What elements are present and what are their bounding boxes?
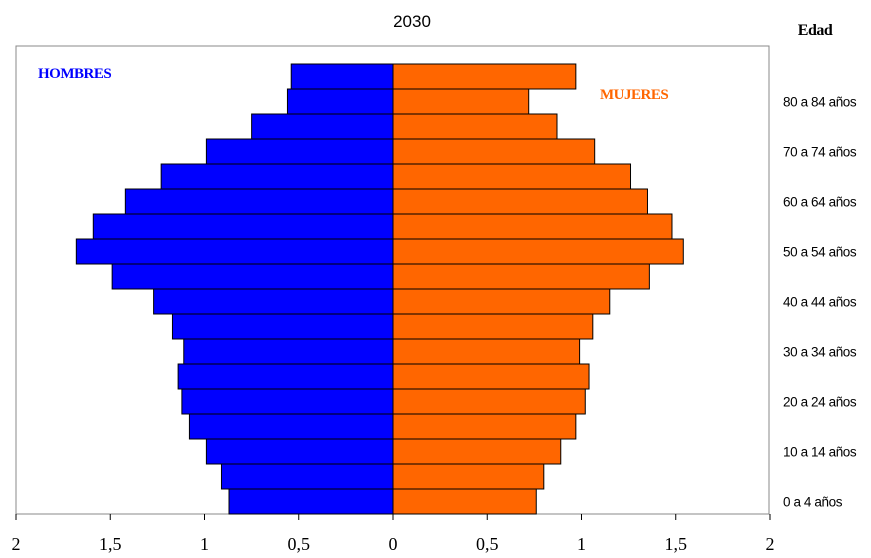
y-tick-label: 50 a 54 años bbox=[783, 245, 857, 260]
bar-hombres-9 bbox=[111, 263, 394, 290]
bar-mujeres-4 bbox=[392, 388, 586, 415]
x-tick-label: 0 bbox=[389, 534, 398, 554]
bar-hombres-12 bbox=[124, 188, 394, 215]
bar-hombres-6 bbox=[183, 338, 394, 365]
bar-hombres-15 bbox=[251, 113, 394, 140]
x-tick-label: 2 bbox=[766, 534, 775, 554]
bar-hombres-5 bbox=[177, 363, 394, 390]
y-tick-label: 80 a 84 años bbox=[783, 95, 857, 110]
y-tick-label: 0 a 4 años bbox=[783, 495, 843, 510]
y-tick-label: 70 a 74 años bbox=[783, 145, 857, 160]
x-tick-label: 1,5 bbox=[99, 534, 122, 554]
bar-mujeres-10 bbox=[392, 238, 684, 265]
y-tick-label: 60 a 64 años bbox=[783, 195, 857, 210]
y-axis-labels: 0 a 4 años 10 a 14 años 20 a 24 años 30 a 3… bbox=[783, 95, 857, 510]
y-axis-label: Edad bbox=[798, 22, 833, 39]
bar-hombres-0 bbox=[228, 488, 394, 515]
x-axis-ticks: 2 1,5 1 0,5 0 0,5 1 1,5 2 bbox=[12, 514, 775, 554]
legend-hombres: HOMBRES bbox=[38, 66, 111, 82]
bar-hombres-14 bbox=[205, 138, 394, 165]
bar-mujeres-16 bbox=[392, 88, 530, 115]
bar-hombres-1 bbox=[220, 463, 394, 490]
bar-hombres-2 bbox=[205, 438, 394, 465]
bar-hombres-4 bbox=[181, 388, 394, 415]
bar-mujeres-6 bbox=[392, 338, 581, 365]
bar-mujeres-9 bbox=[392, 263, 650, 290]
bar-mujeres-17 bbox=[392, 63, 577, 90]
bar-hombres-3 bbox=[188, 413, 394, 440]
y-tick-label: 40 a 44 años bbox=[783, 295, 857, 310]
bar-mujeres-13 bbox=[392, 163, 632, 190]
bar-hombres-11 bbox=[92, 213, 394, 240]
bar-mujeres-0 bbox=[392, 488, 537, 515]
bar-mujeres-15 bbox=[392, 113, 558, 140]
y-tick-label: 10 a 14 años bbox=[783, 445, 857, 460]
x-tick-label: 1,5 bbox=[665, 534, 688, 554]
x-tick-label: 0,5 bbox=[288, 534, 311, 554]
x-tick-label: 2 bbox=[12, 534, 21, 554]
bar-mujeres-8 bbox=[392, 288, 611, 315]
bar-mujeres-1 bbox=[392, 463, 545, 490]
chart-title: 2030 bbox=[393, 12, 431, 31]
bar-mujeres-12 bbox=[392, 188, 648, 215]
bar-hombres-13 bbox=[160, 163, 394, 190]
x-tick-label: 1 bbox=[577, 534, 586, 554]
bar-hombres-16 bbox=[286, 88, 394, 115]
bar-mujeres-7 bbox=[392, 313, 594, 340]
y-tick-label: 20 a 24 años bbox=[783, 395, 857, 410]
x-tick-label: 1 bbox=[200, 534, 209, 554]
bar-mujeres-2 bbox=[392, 438, 562, 465]
bar-hombres-7 bbox=[171, 313, 394, 340]
bar-hombres-8 bbox=[153, 288, 394, 315]
bar-mujeres-11 bbox=[392, 213, 673, 240]
bar-mujeres-14 bbox=[392, 138, 596, 165]
bars-group bbox=[75, 63, 684, 515]
bar-hombres-17 bbox=[290, 63, 394, 90]
y-tick-label: 30 a 34 años bbox=[783, 345, 857, 360]
bar-mujeres-3 bbox=[392, 413, 577, 440]
bar-hombres-10 bbox=[75, 238, 394, 265]
legend-mujeres: MUJERES bbox=[600, 87, 668, 103]
x-tick-label: 0,5 bbox=[476, 534, 499, 554]
bar-mujeres-5 bbox=[392, 363, 590, 390]
